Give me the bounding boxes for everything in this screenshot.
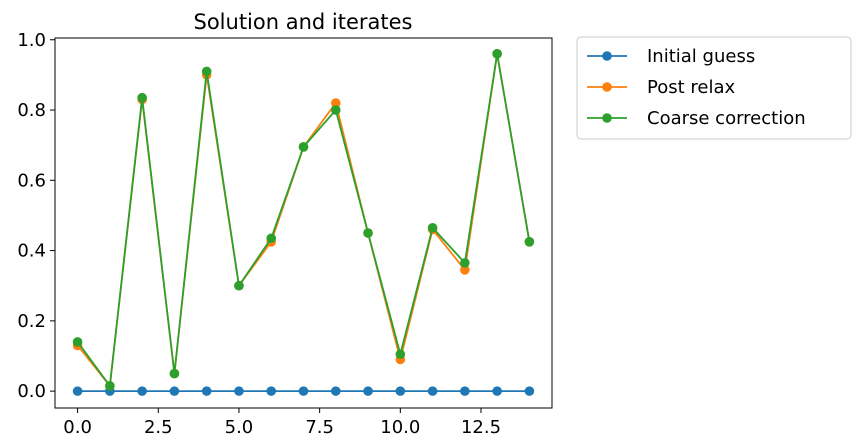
data-point-coarse-correction xyxy=(137,92,147,103)
data-point-coarse-correction xyxy=(395,349,406,360)
data-point-initial-guess xyxy=(330,386,341,396)
y-tick-label: 0.4 xyxy=(17,241,46,262)
x-tick-label: 10.0 xyxy=(380,417,420,438)
data-point-initial-guess xyxy=(395,386,406,396)
data-point-coarse-correction xyxy=(330,105,341,115)
data-point-initial-guess xyxy=(460,386,470,396)
legend-marker-initial-guess xyxy=(602,51,612,61)
data-point-coarse-correction xyxy=(201,66,212,77)
y-tick-label: 1.0 xyxy=(17,30,46,51)
data-point-coarse-correction xyxy=(524,236,535,247)
plot-area-frame xyxy=(54,37,553,409)
data-point-initial-guess xyxy=(234,386,244,396)
legend-entry-post-relax: Post relax xyxy=(587,77,735,98)
data-point-coarse-correction xyxy=(234,280,244,291)
series-coarse-correction xyxy=(72,49,535,391)
data-point-initial-guess xyxy=(363,386,373,396)
legend-label-post-relax: Post relax xyxy=(647,77,735,98)
series-layer xyxy=(72,49,535,396)
series-line-coarse-correction xyxy=(76,53,531,389)
data-point-coarse-correction xyxy=(427,222,438,233)
data-point-post-relax xyxy=(460,265,470,275)
data-point-initial-guess xyxy=(427,386,438,396)
y-tick-label: 0.6 xyxy=(17,170,46,191)
y-tick-label: 0.0 xyxy=(17,381,46,402)
data-point-initial-guess xyxy=(524,386,535,396)
legend-label-initial-guess: Initial guess xyxy=(647,46,755,67)
chart-title: Solution and iterates xyxy=(194,10,413,34)
x-tick-label: 12.5 xyxy=(461,417,501,438)
data-point-initial-guess xyxy=(201,386,212,396)
legend-label-coarse-correction: Coarse correction xyxy=(647,108,806,129)
series-line-post-relax xyxy=(76,53,531,389)
legend-box xyxy=(576,36,852,140)
data-point-initial-guess xyxy=(72,386,83,396)
x-tick-label: 0.0 xyxy=(63,417,92,438)
x-axis: 0.0 2.5 5.0 7.5 10.0 12.5 xyxy=(63,408,501,438)
x-tick-label: 5.0 xyxy=(225,417,254,438)
data-point-initial-guess xyxy=(266,386,277,396)
legend-entry-coarse-correction: Coarse correction xyxy=(587,108,806,129)
data-point-coarse-correction xyxy=(72,337,83,347)
data-point-initial-guess xyxy=(169,386,180,396)
legend-marker-post-relax xyxy=(602,82,612,92)
data-point-coarse-correction xyxy=(266,233,277,244)
data-point-post-relax xyxy=(330,98,341,108)
legend-marker-coarse-correction xyxy=(602,113,612,123)
legend: Initial guess Post relax Coarse correction xyxy=(576,36,852,140)
data-point-initial-guess xyxy=(298,386,309,396)
y-tick-label: 0.2 xyxy=(17,311,46,332)
data-point-coarse-correction xyxy=(169,368,180,379)
data-point-coarse-correction xyxy=(363,228,373,238)
data-point-coarse-correction xyxy=(460,258,470,268)
data-point-coarse-correction xyxy=(492,49,502,59)
data-point-coarse-correction xyxy=(298,142,309,152)
data-point-initial-guess xyxy=(492,386,502,396)
y-axis: 0.0 0.2 0.4 0.6 0.8 1.0 xyxy=(17,30,55,402)
x-tick-label: 2.5 xyxy=(144,417,173,438)
x-tick-label: 7.5 xyxy=(305,417,334,438)
series-initial-guess xyxy=(72,386,535,396)
data-point-coarse-correction xyxy=(105,381,115,391)
y-tick-label: 0.8 xyxy=(17,100,46,121)
data-point-initial-guess xyxy=(137,386,147,396)
legend-entry-initial-guess: Initial guess xyxy=(587,46,755,67)
